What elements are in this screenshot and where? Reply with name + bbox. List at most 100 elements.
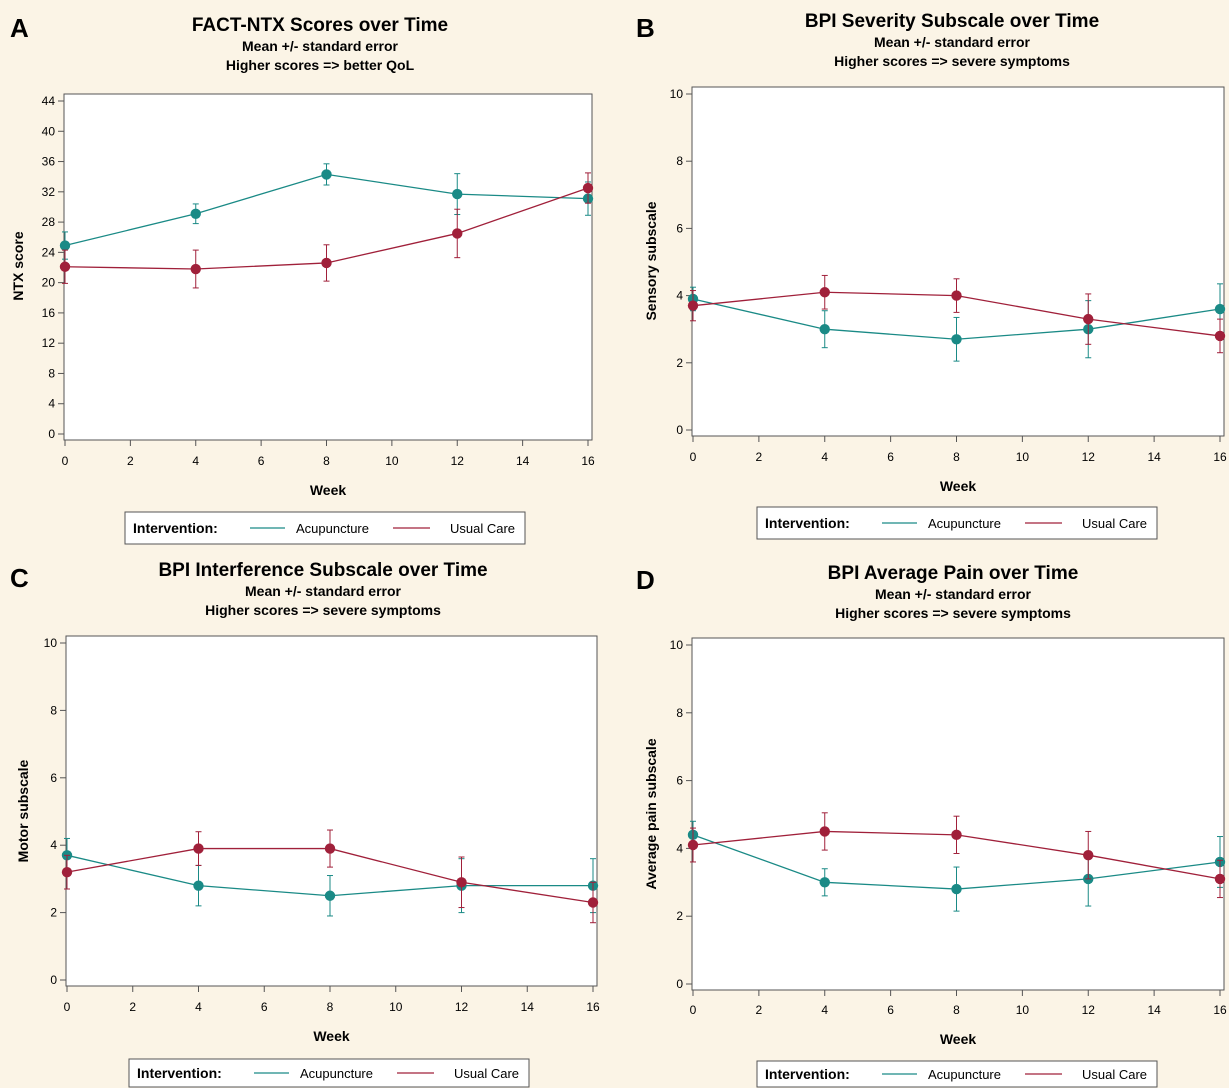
legend: Intervention: Acupuncture Usual Care (128, 1058, 530, 1088)
series-usual-care (61, 829, 599, 924)
legend: Intervention: Acupuncture Usual Care (756, 506, 1158, 540)
data-point (190, 208, 201, 219)
data-point (452, 188, 463, 200)
chart-subtitle-2: Higher scores => better QoL (226, 57, 415, 73)
y-tick-label: 10 (670, 638, 684, 652)
legend: Intervention: Acupuncture Usual Care (124, 511, 526, 545)
legend-box (128, 1058, 530, 1088)
data-point (61, 866, 73, 878)
plot-area (65, 635, 598, 987)
y-tick-label: 44 (42, 94, 56, 108)
x-tick-label: 8 (953, 1003, 960, 1017)
series-usual-care (687, 274, 1226, 354)
y-tick-label: 16 (42, 306, 56, 320)
x-tick-label: 10 (385, 454, 399, 468)
y-axis-label: Sensory subscale (643, 201, 659, 320)
x-tick-label: 16 (1213, 450, 1227, 464)
legend: Intervention: Acupuncture Usual Care (756, 1060, 1158, 1088)
x-tick-label: 4 (192, 454, 199, 468)
x-tick-label: 0 (690, 450, 697, 464)
x-tick-label: 16 (1213, 1003, 1227, 1017)
x-tick-label: 16 (586, 1000, 600, 1014)
y-axis-label: Average pain subscale (643, 738, 659, 889)
x-tick-label: 8 (327, 1000, 334, 1014)
y-axis-label: Motor subscale (15, 759, 31, 862)
x-tick-label: 6 (261, 1000, 268, 1014)
legend-title: Intervention: (133, 520, 218, 536)
y-tick-label: 0 (48, 427, 55, 441)
y-tick-label: 36 (42, 155, 56, 169)
legend-box (756, 1060, 1158, 1088)
data-point (1214, 330, 1226, 342)
x-tick-label: 8 (953, 450, 960, 464)
data-point (951, 829, 962, 841)
y-tick-label: 0 (676, 423, 683, 437)
y-tick-label: 6 (676, 774, 683, 788)
x-tick-label: 6 (887, 1003, 894, 1017)
x-tick-label: 2 (127, 454, 134, 468)
x-tick-label: 8 (323, 454, 330, 468)
y-tick-label: 0 (50, 973, 57, 987)
series-usual-care (687, 812, 1226, 899)
y-tick-label: 24 (42, 245, 56, 259)
y-tick-label: 8 (50, 703, 57, 717)
x-tick-label: 10 (1016, 1003, 1030, 1017)
x-tick-label: 2 (756, 450, 763, 464)
chart-subtitle: Mean +/- standard error (874, 34, 1031, 50)
series-usual-care (59, 172, 594, 289)
data-point (819, 877, 830, 888)
data-point (951, 883, 962, 895)
y-tick-label: 20 (42, 276, 56, 290)
data-point (324, 890, 336, 901)
y-tick-label: 8 (48, 366, 55, 380)
data-point (193, 843, 204, 854)
legend-title: Intervention: (765, 1066, 850, 1082)
legend-label-acupuncture: Acupuncture (300, 1066, 373, 1081)
x-axis-label: Week (310, 482, 347, 498)
legend-title: Intervention: (765, 515, 850, 531)
chart-panel-b: B BPI Severity Subscale over Time Mean +/-… (636, 11, 1227, 540)
legend-label-acupuncture: Acupuncture (928, 1067, 1001, 1082)
x-axis-label: Week (313, 1028, 350, 1044)
chart-title: BPI Interference Subscale over Time (158, 560, 487, 581)
y-tick-label: 6 (50, 771, 57, 785)
x-tick-label: 4 (821, 1003, 828, 1017)
y-tick-label: 28 (42, 215, 56, 229)
panel-label: D (636, 565, 655, 595)
x-tick-label: 12 (455, 1000, 469, 1014)
x-tick-label: 14 (521, 1000, 535, 1014)
series-acupuncture (687, 820, 1226, 912)
chart-title: BPI Severity Subscale over Time (805, 11, 1099, 32)
data-point (582, 182, 594, 194)
x-tick-label: 12 (1082, 450, 1096, 464)
data-point (687, 300, 699, 311)
chart-panel-a: A FACT-NTX Scores over Time Mean +/- stand… (10, 13, 595, 545)
y-tick-label: 6 (676, 221, 683, 235)
x-tick-label: 14 (516, 454, 530, 468)
y-tick-label: 4 (676, 841, 683, 855)
x-axis-label: Week (940, 1031, 977, 1047)
legend-box (124, 511, 526, 545)
data-point (59, 261, 71, 272)
chart-subtitle-2: Higher scores => severe symptoms (835, 605, 1071, 621)
x-tick-label: 6 (258, 454, 265, 468)
legend-title: Intervention: (137, 1065, 222, 1081)
y-tick-label: 4 (48, 397, 55, 411)
x-tick-label: 14 (1147, 1003, 1161, 1017)
data-point (587, 897, 599, 908)
chart-subtitle: Mean +/- standard error (245, 583, 402, 599)
data-point (456, 877, 467, 888)
data-point (190, 263, 201, 275)
data-point (321, 169, 332, 180)
panel-label: B (636, 13, 655, 43)
chart-panel-c: C BPI Interference Subscale over Time Mean… (10, 560, 600, 1088)
x-axis-label: Week (940, 478, 977, 494)
x-tick-label: 0 (62, 454, 69, 468)
y-tick-label: 2 (676, 909, 683, 923)
data-point (1083, 849, 1094, 861)
y-tick-label: 2 (50, 906, 57, 920)
data-point (452, 228, 463, 239)
chart-subtitle-2: Higher scores => severe symptoms (834, 53, 1070, 69)
x-tick-label: 2 (756, 1003, 763, 1017)
y-tick-label: 12 (42, 336, 56, 350)
